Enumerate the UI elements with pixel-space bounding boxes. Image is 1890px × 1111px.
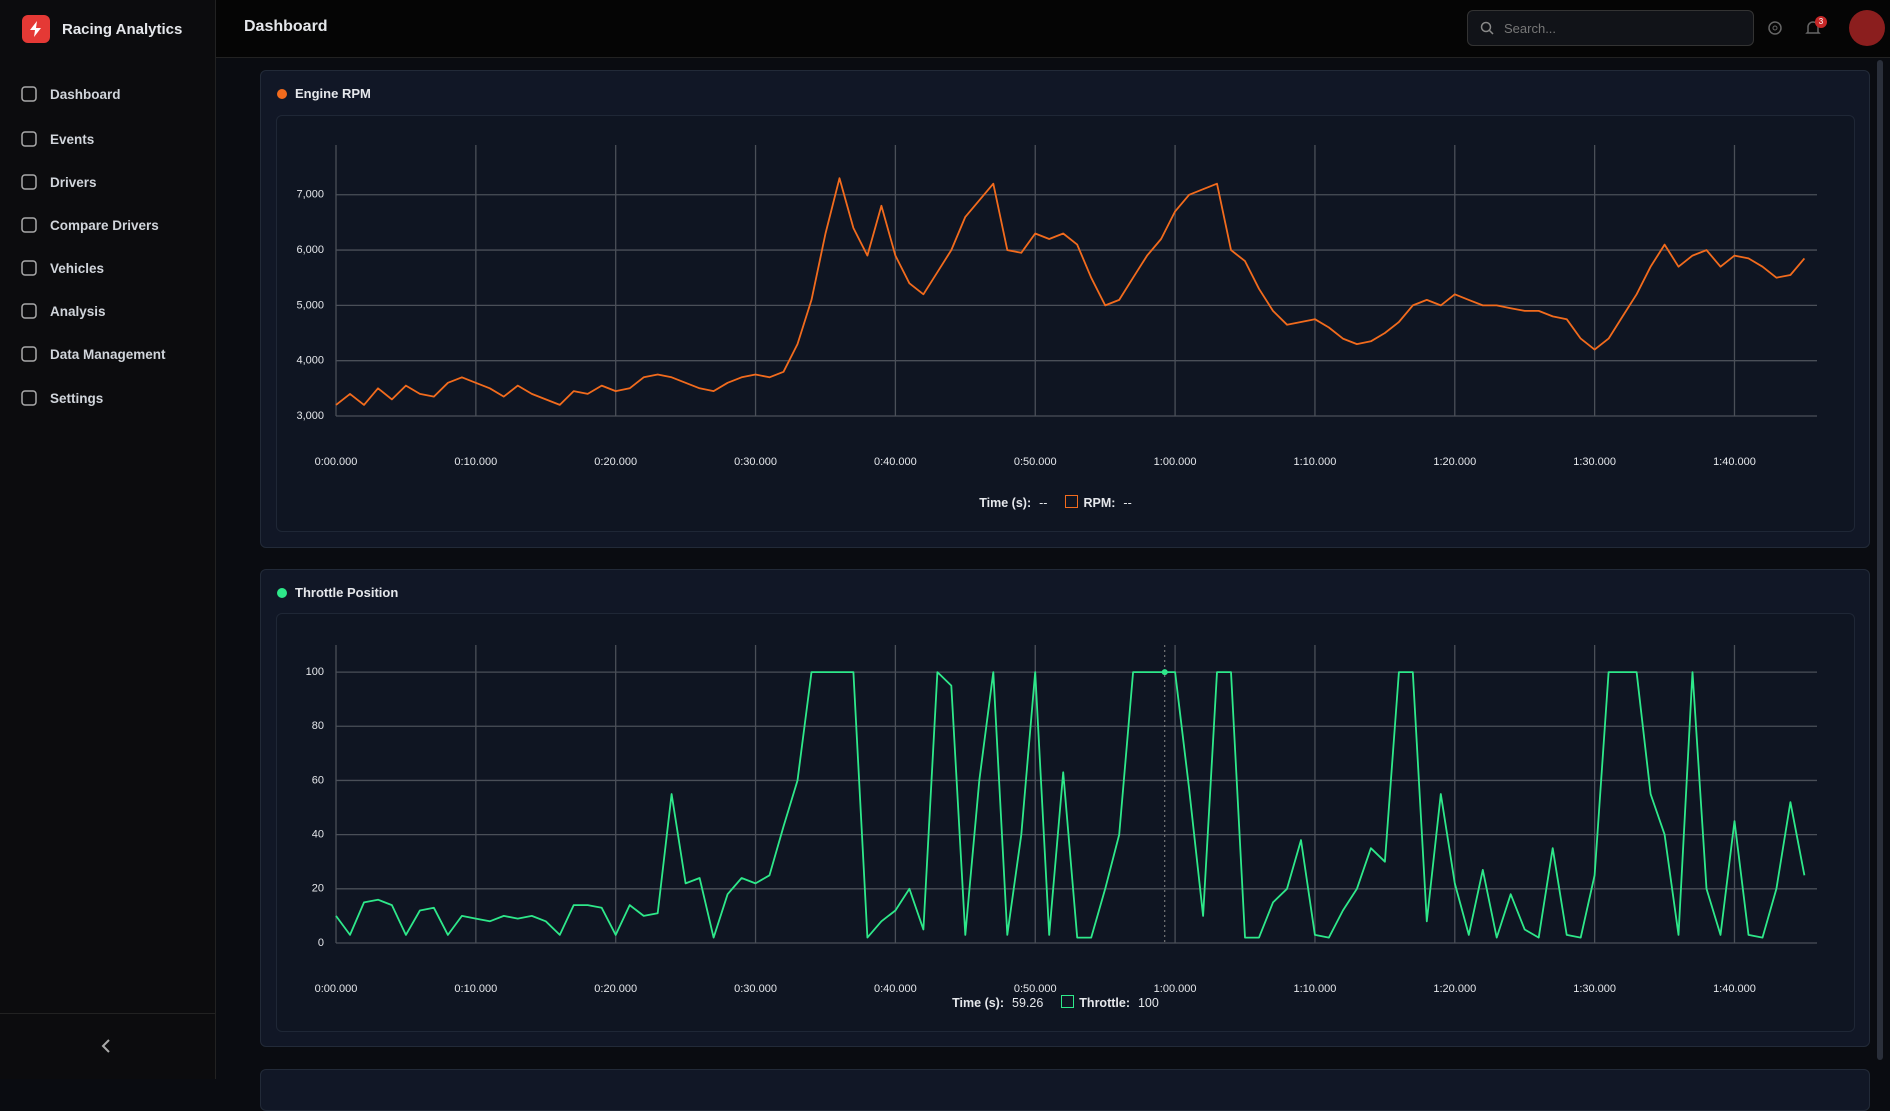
collapse[interactable]	[100, 1038, 112, 1054]
nav-item[interactable]: Vehicles	[20, 259, 104, 277]
legend-swatch	[1061, 995, 1075, 1008]
nav-item[interactable]: Dashboard	[20, 85, 121, 103]
header: Dashboard Search... 3	[216, 0, 1890, 58]
nav-icon	[21, 303, 37, 319]
nav-item[interactable]: Events	[20, 130, 94, 148]
chart-frame	[276, 115, 1855, 532]
nav-item[interactable]: Analysis	[20, 302, 106, 320]
readout-x: --	[1039, 496, 1048, 510]
nav-icon	[21, 217, 37, 233]
nav-label: Drivers	[50, 174, 97, 190]
nav-icon	[21, 346, 37, 362]
nav-icon	[21, 131, 37, 147]
readout-label: Time (s):	[952, 996, 1005, 1010]
avatar[interactable]	[1849, 10, 1885, 46]
nav-label: Compare Drivers	[50, 217, 159, 233]
nav-label: Data Management	[50, 346, 166, 362]
legend: Time (s): 59.26 Throttle: 100	[276, 995, 1853, 1010]
nav-icon	[21, 390, 37, 406]
card-title: Throttle Position	[277, 585, 398, 600]
chart-title: Throttle Position	[295, 585, 399, 600]
nav-icon	[21, 260, 37, 276]
nav-item[interactable]: Drivers	[20, 173, 97, 191]
nav-label: Events	[50, 131, 95, 147]
search[interactable]: Search...	[1467, 10, 1754, 46]
nav-icon	[21, 86, 37, 102]
brand-name: Racing Analytics	[62, 20, 183, 38]
legend-name: Throttle:	[1079, 996, 1130, 1010]
readout-x: 59.26	[1012, 996, 1044, 1010]
page-title: Dashboard	[244, 18, 328, 35]
legend: Time (s): -- RPM: --	[276, 495, 1853, 510]
chart-title: Engine RPM	[295, 86, 371, 101]
card	[260, 1069, 1870, 1111]
nav-icon	[21, 174, 37, 190]
nav-label: Vehicles	[50, 260, 105, 276]
card-title: Engine RPM	[277, 86, 371, 101]
notification-badge: 3	[1815, 16, 1827, 28]
nav-item[interactable]: Compare Drivers	[20, 216, 159, 234]
chart-frame	[276, 613, 1855, 1032]
logo	[22, 15, 50, 43]
legend-name: RPM:	[1083, 496, 1116, 510]
nav-label: Dashboard	[50, 86, 121, 102]
readout-y: --	[1123, 496, 1132, 510]
readout-y: 100	[1137, 996, 1159, 1010]
sidebar: Racing Analytics Dashboard Events Drivers C…	[0, 0, 216, 1079]
legend-swatch	[1065, 495, 1079, 508]
search-placeholder: Search...	[1504, 20, 1557, 36]
nav-item[interactable]: Data Management	[20, 345, 166, 363]
nav-label: Settings	[50, 390, 104, 406]
scrollbar[interactable]	[1877, 60, 1883, 1060]
brand[interactable]: Racing Analytics	[22, 14, 182, 44]
title-dot	[277, 88, 287, 99]
nav-label: Analysis	[50, 303, 106, 319]
readout-label: Time (s):	[979, 496, 1032, 510]
settings-icon[interactable]	[1766, 19, 1784, 37]
title-dot	[277, 587, 287, 598]
nav-item[interactable]: Settings	[20, 389, 103, 407]
